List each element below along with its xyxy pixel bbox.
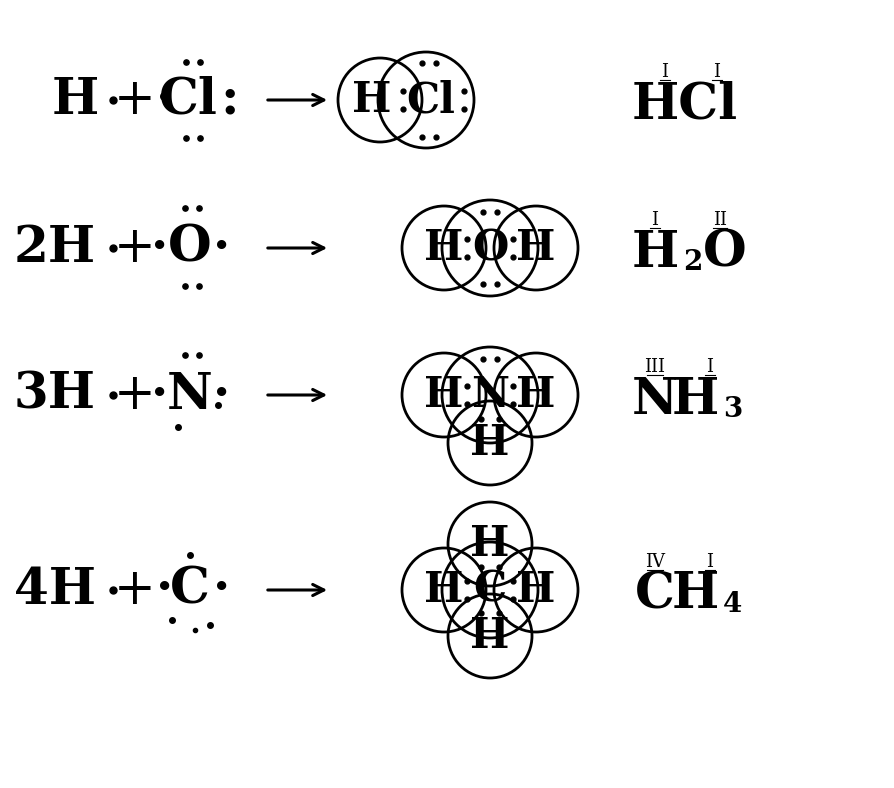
Text: ·: · (156, 76, 173, 125)
Text: Cl: Cl (407, 79, 455, 121)
Text: 2: 2 (683, 248, 703, 276)
Text: I: I (706, 358, 713, 376)
Text: +: + (114, 565, 156, 615)
Text: H: H (425, 569, 464, 611)
Text: 4H: 4H (14, 566, 96, 615)
Text: H: H (425, 374, 464, 416)
Text: I: I (713, 63, 721, 81)
Text: H: H (671, 571, 719, 619)
Text: C: C (474, 569, 507, 611)
Text: H: H (671, 376, 719, 425)
Text: III: III (645, 358, 665, 376)
Text: H: H (470, 422, 510, 464)
Text: H: H (51, 76, 98, 125)
Text: N: N (167, 370, 213, 419)
Text: +: + (114, 370, 156, 420)
Text: C: C (170, 566, 210, 615)
Text: H: H (517, 374, 556, 416)
Text: II: II (713, 211, 727, 229)
Text: H: H (517, 227, 556, 269)
Text: +: + (114, 223, 156, 273)
Text: 4: 4 (723, 590, 743, 618)
Text: I: I (662, 63, 669, 81)
Text: O: O (472, 227, 508, 269)
Text: :: : (221, 76, 240, 125)
Text: H: H (631, 229, 679, 277)
Text: H: H (517, 569, 556, 611)
Text: C: C (635, 571, 675, 619)
Text: ·: · (156, 566, 173, 615)
Text: Cl: Cl (158, 76, 217, 125)
Text: IV: IV (645, 553, 665, 571)
Text: H: H (425, 227, 464, 269)
Text: H: H (470, 523, 510, 565)
Text: 3: 3 (723, 396, 743, 422)
Text: ·: · (214, 224, 231, 273)
Text: H: H (352, 79, 392, 121)
Text: N: N (471, 374, 509, 416)
Text: ·: · (214, 370, 231, 419)
Text: ·: · (214, 566, 231, 615)
Text: H: H (470, 615, 510, 657)
Text: N: N (632, 376, 678, 425)
Text: O: O (168, 224, 212, 273)
Text: HCl: HCl (632, 80, 738, 129)
Text: +: + (114, 76, 156, 125)
Text: 3H: 3H (14, 370, 96, 419)
Text: I: I (706, 553, 713, 571)
Text: I: I (652, 211, 659, 229)
Text: ·: · (151, 370, 169, 419)
Text: 2H: 2H (14, 224, 96, 273)
Text: ·: · (151, 224, 169, 273)
Text: O: O (704, 229, 746, 277)
